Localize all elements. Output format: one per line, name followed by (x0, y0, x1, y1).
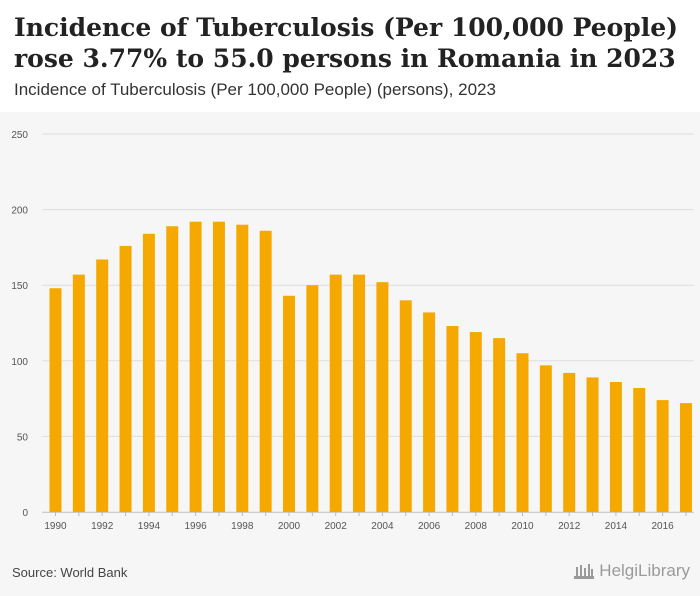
y-tick-label: 0 (22, 508, 28, 519)
bar-2006 (423, 312, 436, 512)
y-tick-label: 100 (11, 357, 28, 368)
bar-2001 (306, 285, 319, 512)
bar-1992 (96, 259, 109, 512)
header: Incidence of Tuberculosis (Per 100,000 P… (0, 0, 700, 112)
bar-2003 (353, 274, 366, 512)
bar-2013 (586, 377, 599, 512)
bar-2005 (399, 300, 412, 512)
bar-1993 (119, 245, 132, 512)
x-tick-label: 2000 (278, 521, 301, 532)
library-icon (574, 564, 595, 579)
x-tick-label: 1992 (91, 521, 114, 532)
bar-1994 (142, 233, 155, 512)
bar-1991 (72, 274, 85, 512)
bar-chart: 0 50 100 150 200 250 1990 1992 1994 1996 1998 2000 2… (11, 130, 694, 532)
source-note: Source: World Bank (12, 565, 128, 580)
x-tick-label: 2012 (558, 521, 581, 532)
bar-2007 (446, 326, 459, 512)
x-tick-label: 1998 (231, 521, 254, 532)
bar-2016 (656, 400, 669, 512)
chart-area: 0 50 100 150 200 250 1990 1992 1994 1996 1998 2000 2… (0, 112, 700, 596)
y-tick-label: 200 (11, 206, 28, 217)
x-tick-label: 2004 (371, 521, 394, 532)
x-tick-label: 1996 (184, 521, 207, 532)
bar-1990 (49, 288, 62, 512)
bar-2015 (633, 388, 646, 512)
bar-2017 (679, 403, 692, 512)
logo-text: HelgiLibrary (599, 561, 690, 580)
bar-2010 (516, 353, 529, 512)
chart-subtitle: Incidence of Tuberculosis (Per 100,000 P… (14, 80, 496, 99)
bar-1999 (259, 230, 272, 512)
x-tick-label: 2002 (325, 521, 348, 532)
x-tick-label: 2014 (605, 521, 628, 532)
x-tick-label: 2006 (418, 521, 441, 532)
x-tick-label: 2010 (511, 521, 534, 532)
x-tick-label: 2008 (465, 521, 488, 532)
x-tick-label: 1990 (44, 521, 67, 532)
bar-2011 (539, 365, 552, 512)
bar-2000 (283, 295, 295, 512)
page-title: Incidence of Tuberculosis (Per 100,000 P… (14, 13, 679, 73)
bar-2009 (493, 338, 506, 512)
y-tick-label: 250 (11, 130, 28, 141)
bar-2002 (329, 274, 342, 512)
x-tick-label: 2016 (651, 521, 674, 532)
bar-1995 (166, 226, 179, 512)
bar-1998 (236, 224, 249, 512)
bar-1997 (212, 221, 225, 513)
x-tick-label: 1994 (138, 521, 161, 532)
helgi-library-logo[interactable]: HelgiLibrary (573, 561, 690, 581)
bar-2004 (376, 282, 389, 512)
bar-1996 (189, 221, 202, 513)
bar-2008 (469, 332, 482, 512)
bar-2014 (609, 381, 622, 512)
bar-2012 (563, 372, 576, 512)
y-tick-label: 50 (17, 432, 29, 443)
y-tick-label: 150 (11, 281, 28, 292)
